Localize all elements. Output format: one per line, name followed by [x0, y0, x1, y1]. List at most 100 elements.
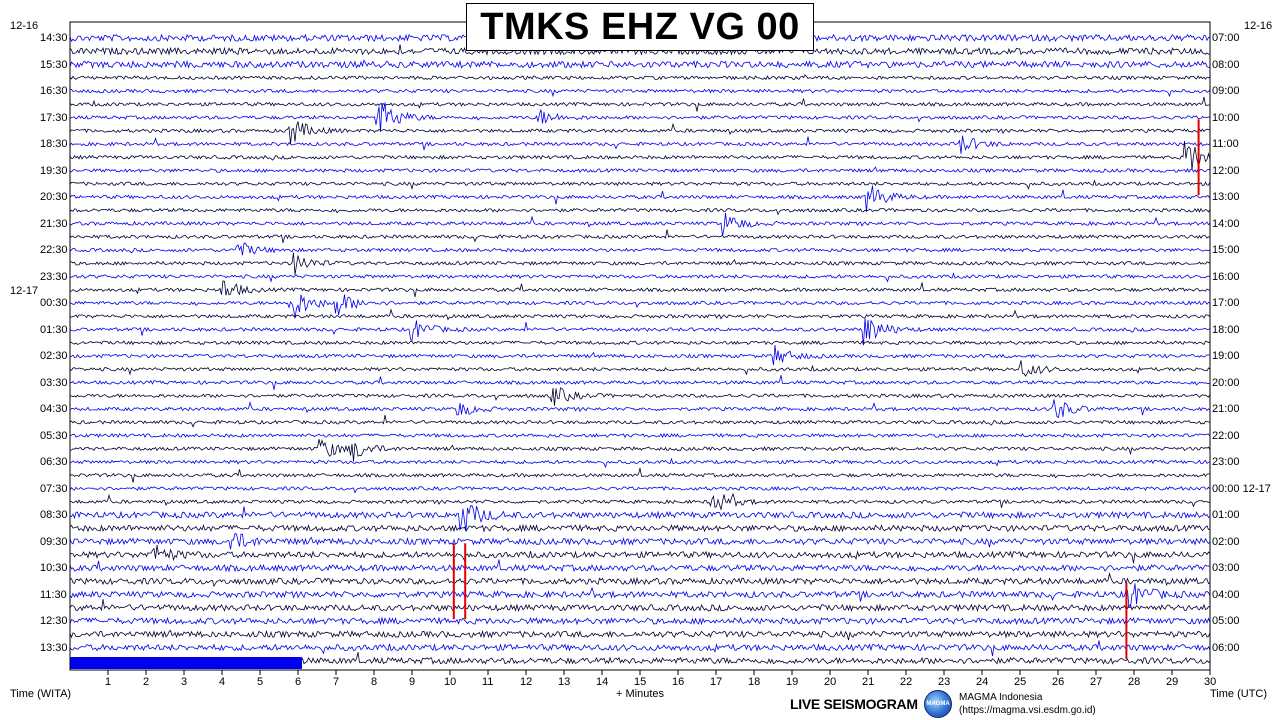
right-time-label: 09:00: [1212, 85, 1240, 97]
org-url: (https://magma.vsi.esdm.go.id): [959, 705, 1096, 716]
trace-line: [69, 207, 1211, 216]
x-tick-label: 13: [558, 676, 571, 688]
right-time-label: 23:00: [1212, 456, 1240, 468]
trace-line: [69, 438, 1211, 462]
trace-line: [69, 88, 1211, 98]
trace-line: [70, 657, 302, 669]
left-time-label: 16:30: [40, 85, 68, 97]
chart-title: TMKS EHZ VG 00: [466, 3, 814, 51]
right-time-label: 05:00: [1212, 615, 1240, 627]
trace-line: [69, 185, 1211, 212]
trace-line: [69, 640, 1211, 657]
x-tick-label: 3: [181, 676, 188, 688]
right-time-label: 22:00: [1212, 429, 1240, 442]
trace-line: [69, 212, 1211, 236]
right-date-top: 12-16: [1244, 20, 1273, 32]
trace-line: [69, 457, 1211, 469]
trace-line: [69, 135, 1211, 154]
x-tick-label: 7: [333, 676, 340, 688]
left-time-label: 11:30: [40, 588, 67, 601]
left-time-label: 06:30: [40, 456, 68, 468]
trace-line: [70, 492, 1210, 510]
right-time-label: 07:00: [1212, 32, 1240, 44]
x-tick-label: 24: [976, 676, 989, 688]
trace-line: [69, 318, 1211, 346]
right-time-label: 13:00: [1212, 191, 1240, 203]
left-time-label: 10:30: [40, 562, 68, 574]
seismogram-traces: [69, 33, 1211, 669]
x-tick-label: 25: [1014, 676, 1027, 688]
right-time-label: 04:00: [1212, 588, 1240, 601]
trace-line: [69, 252, 1211, 275]
right-time-label: 01:00: [1212, 509, 1240, 521]
x-tick-label: 22: [900, 676, 913, 688]
right-time-label: 15:00: [1212, 244, 1240, 256]
left-time-label: 07:30: [40, 482, 68, 495]
x-tick-label: 20: [824, 676, 837, 688]
left-time-label: 21:30: [40, 217, 68, 230]
x-tick-label: 17: [710, 676, 723, 688]
left-time-label: 08:30: [40, 509, 68, 521]
x-tick-label: 11: [482, 676, 494, 688]
left-time-label: 09:30: [40, 535, 68, 548]
x-tick-label: 26: [1052, 676, 1065, 688]
trace-line: [69, 121, 1211, 145]
trace-line: [69, 242, 1211, 256]
trace-line: [69, 102, 1211, 133]
trace-line: [69, 599, 1211, 613]
x-tick-label: 23: [938, 676, 951, 688]
trace-line: [69, 414, 1211, 428]
trace-line: [69, 345, 1210, 366]
right-time-label: 02:00: [1212, 535, 1240, 548]
trace-line: [69, 59, 1211, 70]
left-time-label: 14:30: [40, 32, 68, 44]
trace-line: [69, 387, 1211, 406]
x-tick-label: 5: [257, 676, 264, 688]
left-time-label: 04:30: [40, 403, 68, 415]
left-time-label: 01:30: [40, 323, 68, 336]
trace-line: [69, 485, 1211, 494]
magma-logo-text: MAGMA: [926, 701, 950, 707]
trace-line: [69, 74, 1211, 81]
left-time-label: 13:30: [40, 641, 68, 654]
x-axis-label: + Minutes: [616, 688, 664, 700]
left-time-label: 05:30: [40, 429, 68, 442]
trace-line: [69, 308, 1211, 321]
x-tick-label: 18: [748, 676, 761, 688]
left-time-label: 12:30: [40, 615, 68, 627]
left-time-label: 02:30: [40, 350, 68, 362]
trace-line: [69, 399, 1211, 419]
right-time-label: 14:00: [1212, 217, 1240, 230]
left-date-top: 12-16: [10, 20, 39, 32]
x-tick-label: 8: [371, 676, 378, 688]
left-time-label: 15:30: [40, 58, 68, 71]
left-time-label: 03:30: [40, 376, 68, 389]
trace-line: [69, 572, 1211, 588]
trace-line: [69, 559, 1211, 573]
right-time-label: 06:00: [1212, 641, 1240, 654]
trace-line: [69, 272, 1211, 283]
x-tick-label: 29: [1166, 676, 1179, 688]
trace-line: [69, 280, 1211, 298]
left-axis-label: Time (WITA): [10, 688, 72, 700]
live-seismogram-label: LIVE SEISMOGRAM: [790, 696, 918, 712]
right-time-label: 18:00: [1212, 323, 1240, 336]
trace-line: [69, 523, 1211, 533]
x-tick-label: 6: [295, 676, 302, 688]
x-tick-label: 27: [1090, 676, 1103, 688]
right-time-label: 19:00: [1212, 350, 1240, 362]
x-tick-label: 12: [520, 676, 533, 688]
trace-line: [69, 467, 1211, 483]
trace-line: [69, 583, 1211, 608]
trace-line: [69, 375, 1211, 390]
left-time-label: 17:30: [40, 111, 68, 124]
left-time-label: 20:30: [40, 191, 68, 203]
trace-line: [69, 179, 1211, 191]
trace-line: [69, 166, 1211, 174]
left-time-label: 22:30: [40, 244, 68, 256]
trace-line: [69, 544, 1211, 564]
x-tick-label: 9: [409, 676, 416, 688]
trace-line: [69, 432, 1211, 439]
trace-line: [69, 505, 1211, 531]
